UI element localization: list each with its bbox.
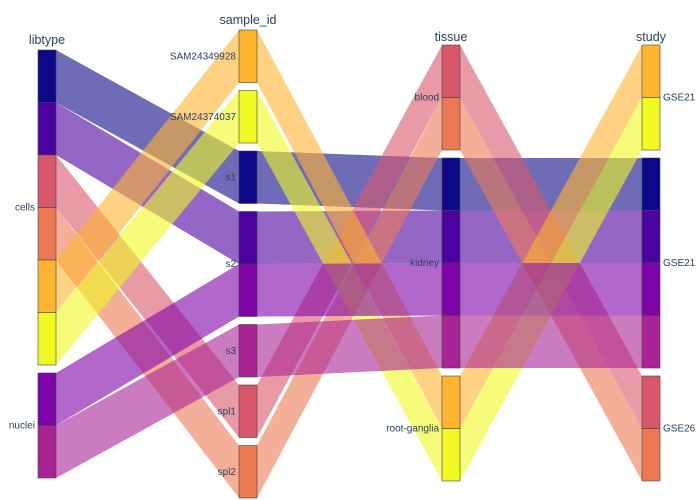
category-segment-sample-id-s1[interactable] — [238, 150, 258, 204]
category-segment-libtype-cells[interactable] — [37, 207, 57, 261]
category-label-tissue-root-ganglia: root-ganglia — [386, 424, 439, 435]
category-label-tissue-blood: blood — [415, 93, 439, 104]
ribbon-tissue-to-study[interactable] — [460, 263, 642, 316]
ribbon-sample-id-to-tissue[interactable] — [257, 263, 442, 317]
dimension-title-sample-id: sample_id — [220, 13, 277, 27]
category-segment-study-gse26[interactable] — [641, 375, 661, 429]
category-label-study-gse26: GSE26 — [663, 424, 696, 435]
category-segment-sample-id-s2[interactable] — [238, 211, 258, 265]
category-label-sample-id-sam24374037: SAM24374037 — [170, 112, 237, 123]
ribbon-tissue-to-study[interactable] — [460, 315, 642, 369]
category-segment-sample-id-spl1[interactable] — [238, 384, 258, 438]
category-segment-study-gse21[interactable] — [641, 262, 661, 316]
ribbon-libtype-to-sample-id[interactable] — [56, 324, 239, 479]
category-segment-libtype-cells[interactable] — [37, 154, 57, 208]
category-segment-libtype-nuclei[interactable] — [37, 425, 57, 479]
category-segment-sample-id-sam24374037[interactable] — [238, 90, 258, 144]
category-segment-study-gse26[interactable] — [641, 428, 661, 482]
category-label-libtype-nuclei: nuclei — [9, 421, 35, 432]
category-segment-libtype-cells[interactable] — [37, 259, 57, 313]
category-segment-tissue-kidney[interactable] — [441, 210, 461, 264]
category-label-sample-id-spl2: spl2 — [218, 467, 237, 478]
category-segment-study-gse21[interactable] — [641, 44, 661, 98]
category-segment-libtype-cells[interactable] — [37, 49, 57, 103]
category-segment-tissue-kidney[interactable] — [441, 262, 461, 316]
dimension-title-study: study — [636, 30, 667, 44]
category-bar-layer — [37, 29, 661, 499]
category-segment-tissue-kidney[interactable] — [441, 157, 461, 211]
ribbon-sample-id-to-tissue[interactable] — [257, 315, 442, 378]
category-segment-study-gse21[interactable] — [641, 315, 661, 369]
ribbon-layer — [56, 30, 642, 498]
category-segment-sample-id-spl2[interactable] — [238, 445, 258, 499]
category-segment-study-gse21[interactable] — [641, 97, 661, 151]
category-segment-study-gse21[interactable] — [641, 157, 661, 211]
dimension-title-tissue: tissue — [435, 30, 468, 44]
category-segment-libtype-cells[interactable] — [37, 102, 57, 156]
category-label-libtype-cells: cells — [15, 203, 35, 214]
ribbon-libtype-to-sample-id[interactable] — [56, 30, 239, 313]
ribbon-libtype-to-sample-id[interactable] — [56, 90, 239, 366]
category-segment-tissue-kidney[interactable] — [441, 315, 461, 369]
label-layer: cells nuclei libtype SAM24349928 SAM24374037… — [9, 13, 696, 478]
category-segment-sample-id-sam24349928[interactable] — [238, 29, 258, 83]
category-label-study-gse21: GSE21 — [663, 258, 696, 269]
category-segment-tissue-root-ganglia[interactable] — [441, 428, 461, 482]
category-segment-sample-id-s2[interactable] — [238, 263, 258, 317]
dimension-title-libtype: libtype — [29, 33, 65, 47]
category-segment-sample-id-s3[interactable] — [238, 324, 258, 378]
category-label-tissue-kidney: kidney — [410, 258, 439, 269]
category-label-sample-id-s3: s3 — [225, 346, 236, 357]
category-label-sample-id-s2: s2 — [225, 259, 236, 270]
category-segment-study-gse21[interactable] — [641, 210, 661, 264]
category-segment-tissue-blood[interactable] — [441, 97, 461, 151]
category-label-study-gse21: GSE21 — [663, 93, 696, 104]
category-segment-libtype-cells[interactable] — [37, 312, 57, 366]
category-label-sample-id-spl1: spl1 — [218, 406, 237, 417]
ribbon-libtype-to-sample-id[interactable] — [56, 264, 239, 426]
category-label-sample-id-s1: s1 — [225, 172, 236, 183]
category-segment-libtype-nuclei[interactable] — [37, 372, 57, 426]
category-label-sample-id-sam24349928: SAM24349928 — [170, 51, 237, 62]
category-segment-tissue-root-ganglia[interactable] — [441, 375, 461, 429]
category-segment-tissue-blood[interactable] — [441, 44, 461, 98]
